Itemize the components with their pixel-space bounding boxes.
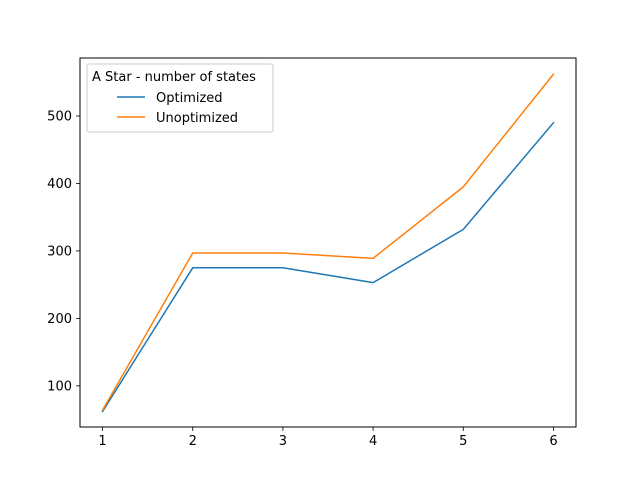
x-tick-label: 6 xyxy=(549,434,557,449)
y-tick-label: 200 xyxy=(47,312,72,327)
x-axis-ticks: 1 2 3 4 5 6 xyxy=(98,427,558,449)
x-tick-label: 5 xyxy=(459,434,467,449)
x-tick-label: 2 xyxy=(189,434,197,449)
series-line-0 xyxy=(101,121,555,413)
plot-area-frame xyxy=(79,57,577,428)
legend-label-0: Optimized xyxy=(156,91,223,106)
x-tick-label: 1 xyxy=(98,434,106,449)
legend-label-1: Unoptimized xyxy=(156,111,238,126)
y-axis-ticks: 100 200 300 400 500 xyxy=(47,110,80,394)
legend: A Star - number of states Optimized Unopt… xyxy=(86,63,274,133)
series-lines xyxy=(101,73,555,413)
legend-box xyxy=(86,63,274,133)
x-tick-label: 3 xyxy=(279,434,287,449)
y-tick-label: 400 xyxy=(47,177,72,192)
legend-title: A Star - number of states xyxy=(92,70,256,85)
x-tick-label: 4 xyxy=(369,434,377,449)
y-tick-label: 500 xyxy=(47,110,72,125)
y-tick-label: 300 xyxy=(47,244,72,259)
y-tick-label: 100 xyxy=(47,379,72,394)
series-line-1 xyxy=(101,73,555,412)
